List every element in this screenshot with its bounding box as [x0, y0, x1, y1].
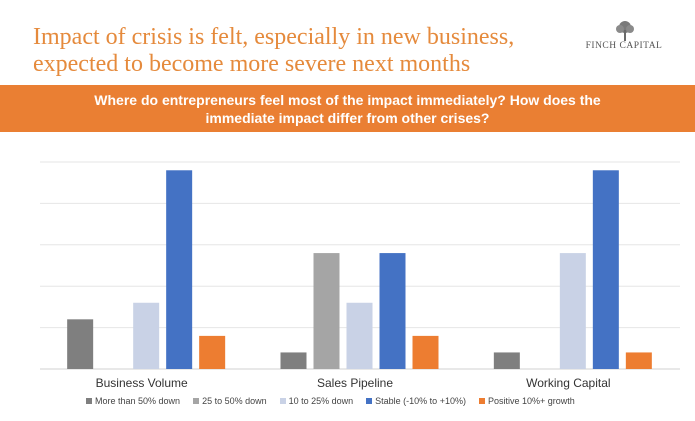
bar-business-volume-series-2	[133, 302, 160, 369]
page-title: Impact of crisis is felt, especially in …	[33, 24, 553, 78]
legend-item: Positive 10%+ growth	[478, 396, 575, 406]
bar-sales-pipeline-series-0	[280, 352, 307, 369]
legend-label: Positive 10%+ growth	[487, 396, 575, 406]
category-label: Sales Pipeline	[317, 376, 393, 390]
chart-legend: More than 50% down 25 to 50% down 10 to 25…	[86, 396, 666, 406]
legend-swatch	[193, 398, 200, 404]
category-label: Working Capital	[526, 376, 610, 390]
legend-item: More than 50% down	[86, 396, 180, 406]
category-label: Business Volume	[96, 376, 188, 390]
title-line-2: expected to become more severe next mont…	[33, 51, 471, 77]
tree-icon	[616, 21, 634, 41]
question-banner: Where do entrepreneurs feel most of the …	[0, 85, 695, 132]
logo-text: FINCH CAPITAL	[585, 41, 663, 51]
bar-chart: Business Volume Sales Pipeline Working Cap…	[40, 161, 680, 390]
bar-sales-pipeline-series-2	[346, 302, 373, 369]
bar-business-volume-series-4	[199, 335, 226, 369]
bar-sales-pipeline-series-3	[379, 253, 406, 369]
banner-line-1: Where do entrepreneurs feel most of the …	[94, 91, 601, 108]
legend-label: 10 to 25% down	[288, 396, 354, 406]
legend-label: More than 50% down	[95, 396, 181, 406]
legend-swatch	[478, 398, 485, 404]
bar-business-volume-series-0	[67, 319, 94, 369]
bar-working-capital-series-3	[592, 170, 619, 369]
bar-sales-pipeline-series-1	[313, 253, 340, 369]
legend-swatch	[86, 398, 92, 404]
legend-item: 10 to 25% down	[279, 396, 354, 406]
bar-working-capital-series-0	[493, 352, 520, 369]
title-line-1: Impact of crisis is felt, especially in …	[33, 24, 515, 50]
legend-label: Stable (-10% to +10%)	[375, 396, 466, 406]
legend-swatch	[279, 398, 286, 404]
finch-capital-logo: FINCH CAPITAL	[578, 20, 670, 60]
bar-business-volume-series-3	[166, 170, 193, 369]
bar-working-capital-series-2	[559, 253, 586, 369]
legend-label: 25 to 50% down	[202, 396, 267, 406]
legend-item: Stable (-10% to +10%)	[366, 396, 466, 406]
bar-working-capital-series-4	[625, 352, 652, 369]
legend-swatch	[366, 398, 373, 404]
legend-item: 25 to 50% down	[193, 396, 267, 406]
bar-sales-pipeline-series-4	[412, 335, 439, 369]
banner-line-2: immediate impact differ from other crise…	[205, 109, 490, 126]
